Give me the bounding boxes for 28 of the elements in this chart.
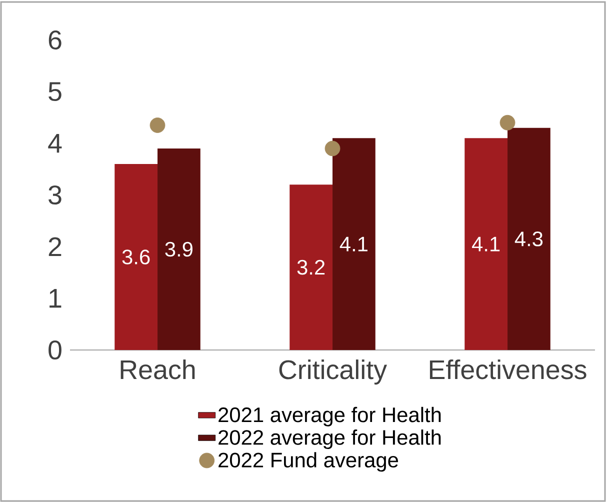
bar — [158, 148, 200, 350]
data-label: 3.9 — [165, 242, 192, 257]
y-tick-label: 3 — [48, 185, 62, 205]
data-label: 3.2 — [297, 260, 325, 275]
point — [150, 118, 166, 133]
bar — [290, 184, 333, 350]
y-tick-label: 6 — [48, 30, 62, 50]
legend-label: 2022 average for Health — [218, 430, 441, 450]
data-label: 4.3 — [514, 232, 543, 246]
point — [324, 140, 340, 156]
x-tick-label: Criticality — [279, 360, 387, 385]
point — [500, 114, 516, 130]
bar — [508, 128, 550, 350]
data-label: 3.6 — [122, 250, 150, 264]
y-tick-label: 2 — [48, 237, 62, 256]
y-tick-label: 0 — [48, 340, 62, 360]
data-label: 4.1 — [340, 236, 368, 252]
y-tick-label: 4 — [48, 134, 62, 153]
y-tick-label: 1 — [50, 289, 62, 308]
legend-label: 2021 average for Health — [218, 406, 441, 426]
legend-label: 2022 Fund average — [218, 452, 398, 472]
bar — [114, 164, 158, 350]
x-tick-label: Effectiveness — [430, 360, 586, 380]
y-tick-label: 5 — [48, 82, 62, 102]
bar — [332, 138, 376, 350]
data-label: 4.1 — [472, 236, 500, 252]
bar — [464, 138, 508, 350]
x-tick-label: Reach — [120, 360, 195, 380]
